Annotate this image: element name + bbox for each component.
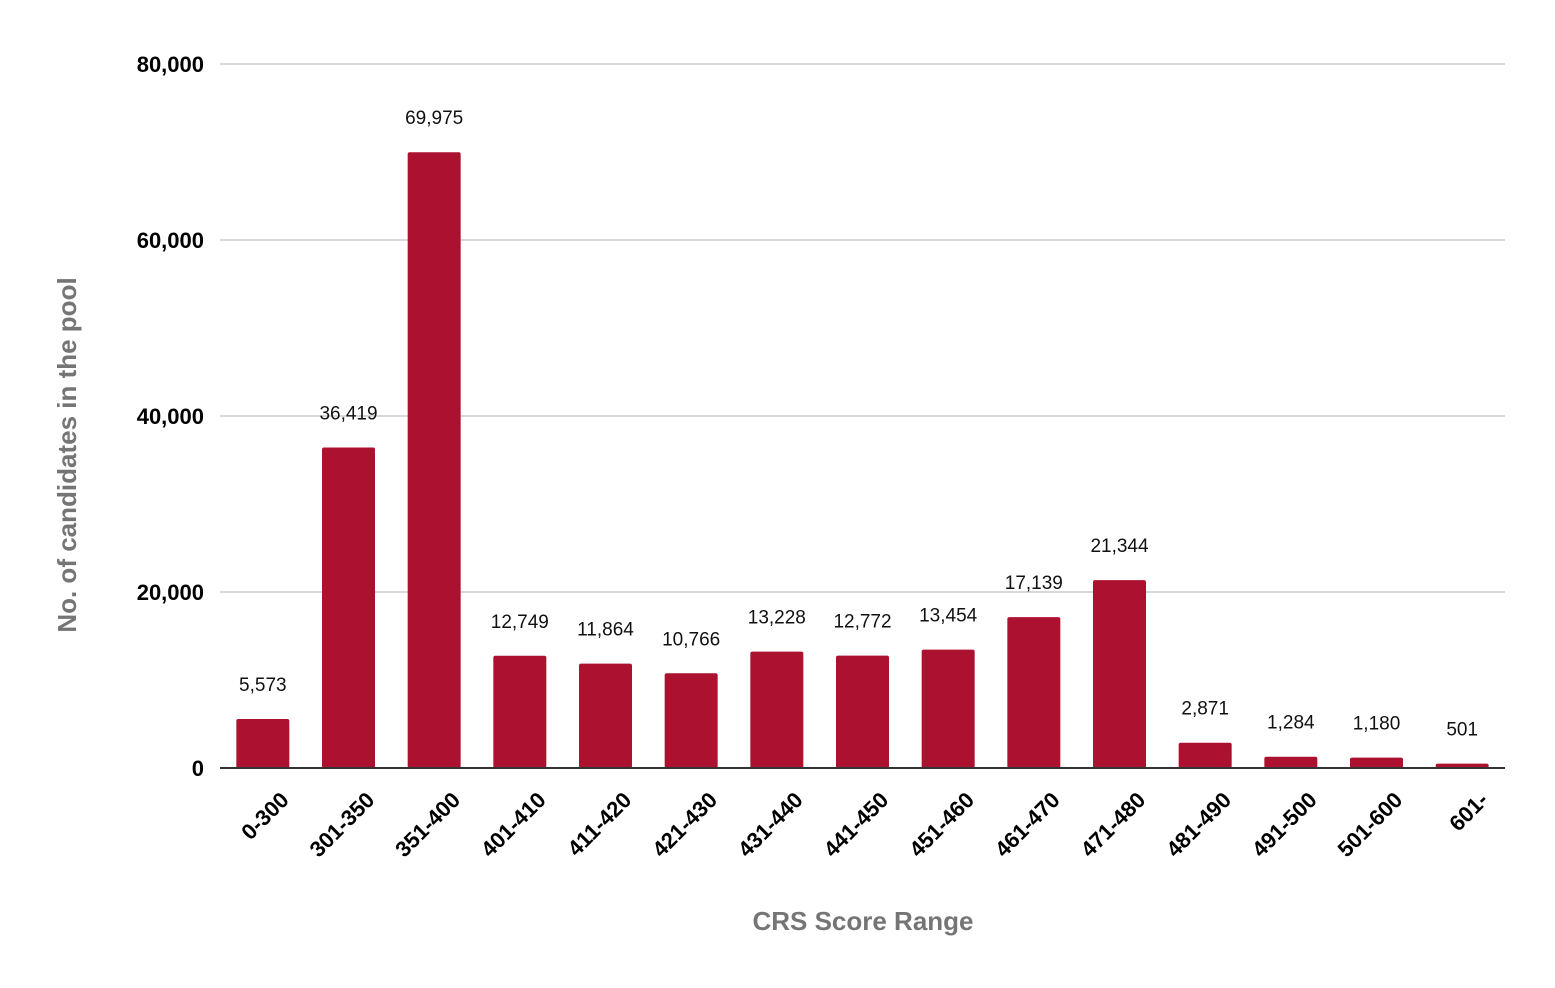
x-axis-ticks: 0-300 301-350 351-400 401-410 411-420 421-430… <box>236 787 1493 862</box>
y-axis-title: No. of candidates in the pool <box>52 277 82 632</box>
x-tick-label: 491-500 <box>1247 787 1322 862</box>
data-label: 2,871 <box>1181 699 1229 720</box>
data-label: 501 <box>1446 720 1478 741</box>
data-label: 13,454 <box>919 606 978 627</box>
y-tick-label: 20,000 <box>137 580 204 605</box>
data-label: 12,772 <box>833 612 891 633</box>
data-label: 10,766 <box>662 629 720 650</box>
bar <box>322 447 375 768</box>
y-axis-ticks: 0 20,000 40,000 60,000 80,000 <box>137 52 204 781</box>
bar <box>1350 757 1403 768</box>
data-label: 17,139 <box>1005 573 1063 594</box>
x-tick-label: 601- <box>1444 787 1493 836</box>
x-tick-label: 441-450 <box>819 787 894 862</box>
bar <box>664 673 718 768</box>
bar <box>236 718 290 768</box>
data-label: 5,573 <box>239 675 287 696</box>
x-tick-label: 351-400 <box>390 787 465 862</box>
bar <box>407 152 461 769</box>
y-tick-label: 40,000 <box>137 404 204 429</box>
bar <box>1007 617 1061 768</box>
x-tick-label: 431-440 <box>733 787 808 862</box>
data-label: 12,749 <box>491 612 549 633</box>
bar <box>1435 763 1489 768</box>
x-tick-label: 501-600 <box>1333 787 1408 862</box>
data-label: 36,419 <box>319 404 377 425</box>
bars <box>236 152 1489 769</box>
bar <box>750 651 804 768</box>
data-label: 21,344 <box>1090 536 1149 557</box>
x-tick-label: 401-410 <box>476 787 551 862</box>
data-label: 1,284 <box>1267 713 1315 734</box>
x-tick-label: 481-490 <box>1161 787 1236 862</box>
bar <box>493 655 547 768</box>
bar <box>1178 742 1232 768</box>
y-tick-label: 80,000 <box>137 52 204 77</box>
bar <box>579 663 632 768</box>
y-tick-label: 60,000 <box>137 228 204 253</box>
x-tick-label: 471-480 <box>1076 787 1151 862</box>
x-axis-title: CRS Score Range <box>752 906 973 936</box>
bar <box>921 649 975 768</box>
bar <box>836 655 889 768</box>
x-tick-label: 451-460 <box>904 787 979 862</box>
y-tick-label: 0 <box>192 756 204 781</box>
x-tick-label: 301-350 <box>305 787 380 862</box>
data-label: 11,864 <box>577 620 634 641</box>
x-tick-label: 421-430 <box>647 787 722 862</box>
data-labels: 5,573 36,419 69,975 12,749 11,864 10,766 13,22… <box>239 108 1478 740</box>
x-tick-label: 461-470 <box>990 787 1065 862</box>
bar <box>1264 756 1318 768</box>
bar <box>1093 580 1146 768</box>
data-label: 69,975 <box>405 108 463 129</box>
x-tick-label: 411-420 <box>562 787 636 861</box>
data-label: 1,180 <box>1353 714 1401 735</box>
x-tick-label: 0-300 <box>236 787 293 844</box>
data-label: 13,228 <box>748 608 806 629</box>
